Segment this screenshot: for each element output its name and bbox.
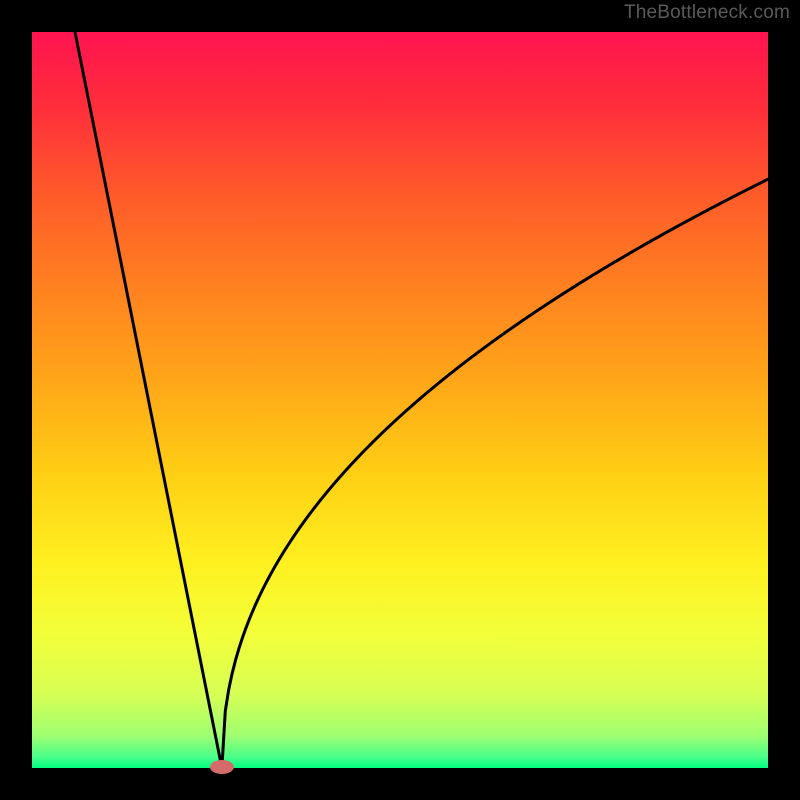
chart-container: TheBottleneck.com xyxy=(0,0,800,800)
watermark-text: TheBottleneck.com xyxy=(624,2,790,24)
bottleneck-chart xyxy=(0,0,800,800)
optimal-point-marker xyxy=(210,760,234,774)
plot-background xyxy=(32,32,768,768)
